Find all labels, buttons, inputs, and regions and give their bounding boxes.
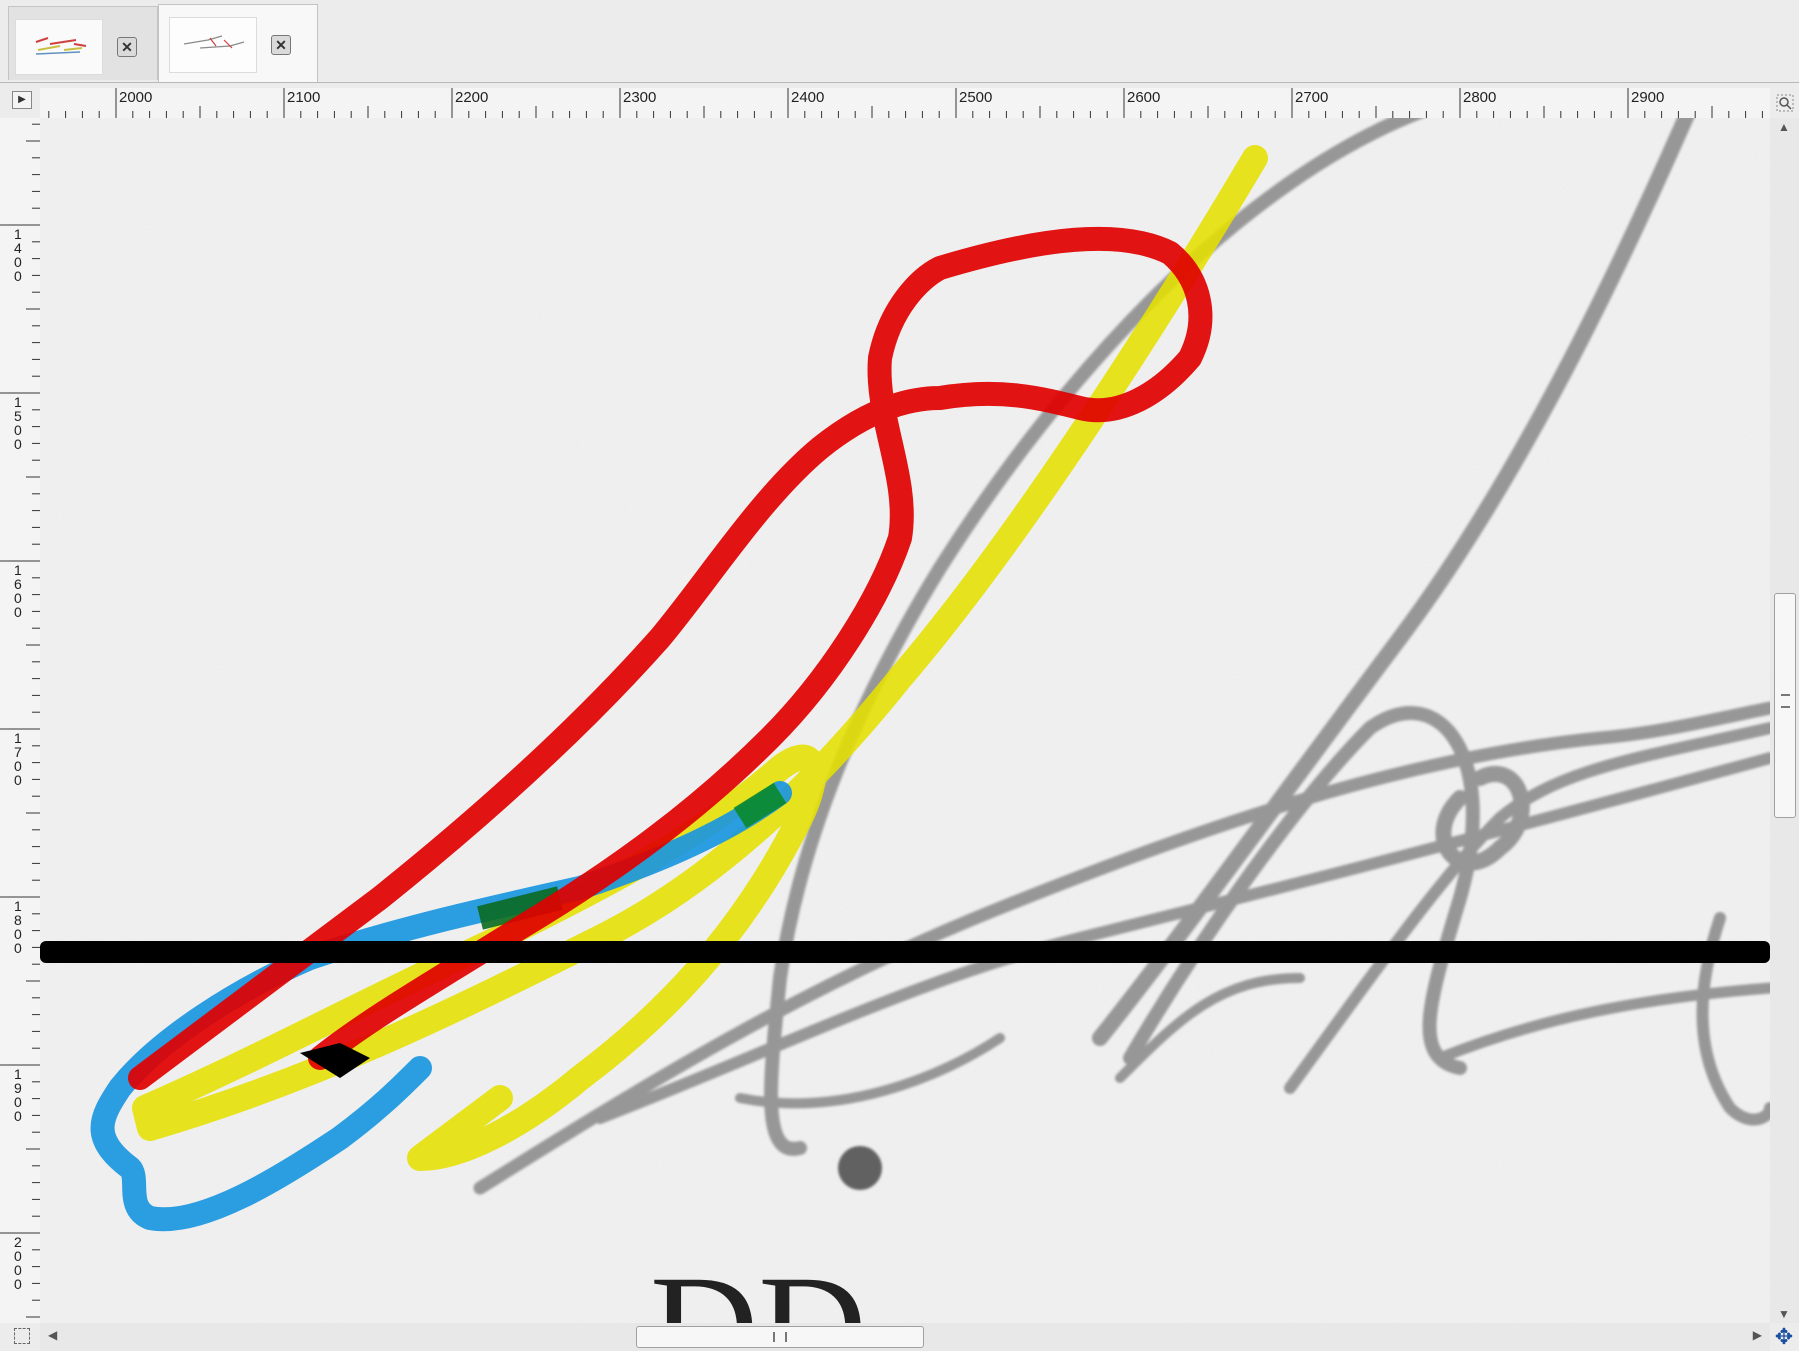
ruler-label: 4	[14, 240, 22, 256]
close-icon[interactable]: ✕	[117, 37, 137, 57]
ruler-label: 0	[14, 1108, 22, 1124]
ruler-label: 0	[14, 1094, 22, 1110]
horizontal-scroll-thumb[interactable]	[636, 1326, 924, 1348]
ruler-label: 0	[14, 758, 22, 774]
ruler-label: 1	[14, 730, 22, 746]
signature-image: DD	[40, 118, 1770, 1323]
ruler-label: 0	[14, 772, 22, 788]
ruler-label: 0	[14, 1262, 22, 1278]
quick-mask-icon[interactable]	[14, 1328, 30, 1344]
ink-blot	[838, 1146, 882, 1190]
image-tab-bar: ✕ ✕	[0, 0, 1799, 83]
ruler-label: 9	[14, 1080, 22, 1096]
red-stroke-end-marker	[300, 1043, 370, 1078]
image-canvas[interactable]: DD	[40, 118, 1770, 1323]
ruler-label: 1	[14, 1066, 22, 1082]
ruler-label: 1	[14, 394, 22, 410]
vertical-scrollbar[interactable]: ▲ ▼	[1770, 118, 1799, 1323]
ruler-label: 2200	[455, 89, 488, 106]
ruler-label: 2400	[791, 89, 824, 106]
partial-printed-text: DD	[650, 1245, 867, 1323]
ruler-label: 2600	[1127, 89, 1160, 106]
ruler-label: 2100	[287, 89, 320, 106]
horizontal-ruler[interactable]: 2000 2100 2200 2300 2400 2500 2600 2700 2800 2900	[40, 88, 1770, 119]
bottom-bar: ◀ ▶ ✥	[0, 1323, 1799, 1351]
horizontal-scrollbar[interactable]: ◀ ▶	[40, 1323, 1770, 1351]
ruler-label: 2700	[1295, 89, 1328, 106]
ruler-label: 0	[14, 1248, 22, 1264]
navigate-icon[interactable]: ✥	[1774, 1324, 1794, 1349]
ruler-label: 2800	[1463, 89, 1496, 106]
ruler-label: 0	[14, 940, 22, 956]
scroll-left-icon[interactable]: ◀	[48, 1328, 58, 1342]
ruler-label: 1	[14, 226, 22, 242]
scroll-grip-icon	[1781, 694, 1790, 708]
ruler-label: 0	[14, 926, 22, 942]
red-trace-stroke	[128, 226, 1213, 1090]
ruler-label: 1	[14, 898, 22, 914]
green-overlap-segment	[733, 782, 787, 829]
ruler-label: 5	[14, 408, 22, 424]
zoom-icon[interactable]	[1770, 88, 1799, 118]
baseline-marker	[40, 941, 1770, 963]
scroll-grip-icon	[773, 1332, 787, 1342]
menu-arrow-icon[interactable]: ▶	[12, 91, 32, 109]
ruler-label: 0	[14, 1276, 22, 1292]
vertical-scroll-thumb[interactable]	[1774, 593, 1796, 818]
ruler-label: 2300	[623, 89, 656, 106]
ruler-label: 2	[14, 1234, 22, 1250]
ruler-label: 0	[14, 268, 22, 284]
ruler-label: 8	[14, 912, 22, 928]
ruler-label: 0	[14, 590, 22, 606]
ruler-label: 0	[14, 422, 22, 438]
image-tab-1[interactable]: ✕	[8, 6, 158, 80]
ruler-label: 2900	[1631, 89, 1664, 106]
scroll-down-icon[interactable]: ▼	[1778, 1307, 1790, 1321]
ruler-label: 1	[14, 562, 22, 578]
ruler-label: 7	[14, 744, 22, 760]
ruler-label: 6	[14, 576, 22, 592]
scroll-up-icon[interactable]: ▲	[1778, 120, 1790, 134]
ruler-label: 0	[14, 436, 22, 452]
ruler-corner: ▶	[0, 88, 40, 118]
ruler-label: 0	[14, 604, 22, 620]
scroll-right-icon[interactable]: ▶	[1752, 1328, 1762, 1342]
signature-thumbnail-1	[15, 19, 103, 75]
ruler-label: 2000	[119, 89, 152, 106]
image-tab-2[interactable]: ✕	[158, 4, 318, 82]
signature-thumbnail-2	[169, 17, 257, 73]
ruler-label: 0	[14, 254, 22, 270]
ruler-label: 2500	[959, 89, 992, 106]
close-icon[interactable]: ✕	[271, 35, 291, 55]
